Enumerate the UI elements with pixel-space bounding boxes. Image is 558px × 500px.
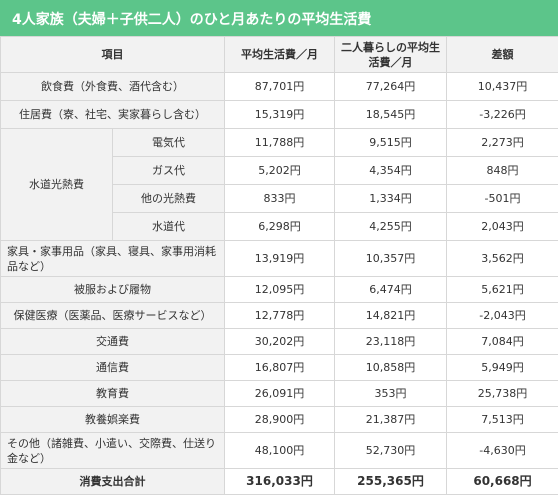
family-value: 11,788円 [224,128,335,157]
difference-value: 7,084円 [446,328,558,355]
header-couple-avg: 二人暮らしの平均生活費／月 [334,36,447,73]
table-row: 保健医療（医薬品、医療サービスなど） 12,778円 14,821円 -2,04… [0,302,558,329]
row-label: 被服および履物 [0,276,225,303]
row-label: 保健医療（医薬品、医療サービスなど） [0,302,225,329]
utilities-group-label: 水道光熱費 [0,128,113,241]
row-label: 交通費 [0,328,225,355]
living-cost-table: 項目 平均生活費／月 二人暮らしの平均生活費／月 差額 飲食費（外食費、酒代含む… [0,36,558,495]
total-couple-value: 255,365円 [334,468,447,495]
family-value: 12,095円 [224,276,335,303]
difference-value: -4,630円 [446,432,558,469]
total-label: 消費支出合計 [0,468,225,495]
family-value: 833円 [224,184,335,213]
row-label: ガス代 [112,156,225,185]
table-row: 他の光熱費 833円 1,334円 -501円 [1,184,558,213]
row-label: 通信費 [0,354,225,381]
header-family-avg: 平均生活費／月 [224,36,335,73]
table-row: 家具・家事用品（家具、寝具、家事用消耗品など） 13,919円 10,357円 … [0,240,558,277]
row-label: 教育費 [0,380,225,407]
header-difference: 差額 [446,36,558,73]
difference-value: 7,513円 [446,406,558,433]
couple-value: 18,545円 [334,100,447,129]
table-row: 水道代 6,298円 4,255円 2,043円 [1,212,558,241]
difference-value: 10,437円 [446,72,558,101]
family-value: 6,298円 [224,212,335,241]
row-label: 電気代 [112,128,225,157]
difference-value: 2,043円 [446,212,558,241]
row-label: 住居費（寮、社宅、実家暮らし含む） [0,100,225,129]
difference-value: 3,562円 [446,240,558,277]
total-row: 消費支出合計 316,033円 255,365円 60,668円 [0,468,558,495]
table-row: 被服および履物 12,095円 6,474円 5,621円 [0,276,558,303]
couple-value: 77,264円 [334,72,447,101]
total-difference-value: 60,668円 [446,468,558,495]
total-family-value: 316,033円 [224,468,335,495]
difference-value: 25,738円 [446,380,558,407]
table-row: 住居費（寮、社宅、実家暮らし含む） 15,319円 18,545円 -3,226… [0,100,558,129]
row-label: 教養娯楽費 [0,406,225,433]
couple-value: 10,858円 [334,354,447,381]
table-row: 飲食費（外食費、酒代含む） 87,701円 77,264円 10,437円 [0,72,558,101]
table-row: 交通費 30,202円 23,118円 7,084円 [0,328,558,355]
difference-value: 5,621円 [446,276,558,303]
couple-value: 9,515円 [334,128,447,157]
couple-value: 4,354円 [334,156,447,185]
row-label: 他の光熱費 [112,184,225,213]
couple-value: 6,474円 [334,276,447,303]
table-row: 通信費 16,807円 10,858円 5,949円 [0,354,558,381]
family-value: 28,900円 [224,406,335,433]
row-label: 飲食費（外食費、酒代含む） [0,72,225,101]
row-label: 家具・家事用品（家具、寝具、家事用消耗品など） [0,240,225,277]
difference-value: -501円 [446,184,558,213]
header-item: 項目 [0,36,225,73]
family-value: 12,778円 [224,302,335,329]
difference-value: 848円 [446,156,558,185]
couple-value: 21,387円 [334,406,447,433]
family-value: 15,319円 [224,100,335,129]
table-row: その他（諸雑費、小遣い、交際費、仕送り金など） 48,100円 52,730円 … [0,432,558,469]
couple-value: 353円 [334,380,447,407]
couple-value: 23,118円 [334,328,447,355]
couple-value: 4,255円 [334,212,447,241]
difference-value: -2,043円 [446,302,558,329]
couple-value: 10,357円 [334,240,447,277]
family-value: 30,202円 [224,328,335,355]
couple-value: 1,334円 [334,184,447,213]
row-label: その他（諸雑費、小遣い、交際費、仕送り金など） [0,432,225,469]
difference-value: 2,273円 [446,128,558,157]
difference-value: 5,949円 [446,354,558,381]
table-row: 教育費 26,091円 353円 25,738円 [0,380,558,407]
family-value: 13,919円 [224,240,335,277]
family-value: 16,807円 [224,354,335,381]
family-value: 87,701円 [224,72,335,101]
family-value: 26,091円 [224,380,335,407]
table-row: ガス代 5,202円 4,354円 848円 [1,156,558,185]
family-value: 5,202円 [224,156,335,185]
couple-value: 14,821円 [334,302,447,329]
table-row: 水道光熱費 電気代 11,788円 9,515円 2,273円 [0,128,558,241]
table-title: 4人家族（夫婦＋子供二人）のひと月あたりの平均生活費 [0,0,558,36]
row-label: 水道代 [112,212,225,241]
table-row: 教養娯楽費 28,900円 21,387円 7,513円 [0,406,558,433]
header-row: 項目 平均生活費／月 二人暮らしの平均生活費／月 差額 [0,36,558,73]
family-value: 48,100円 [224,432,335,469]
difference-value: -3,226円 [446,100,558,129]
couple-value: 52,730円 [334,432,447,469]
